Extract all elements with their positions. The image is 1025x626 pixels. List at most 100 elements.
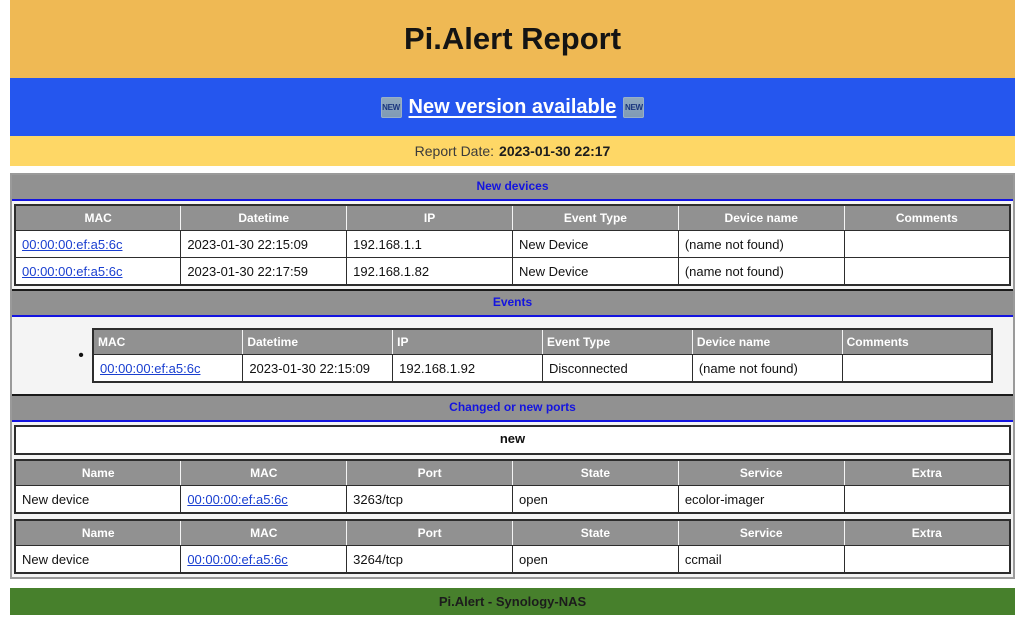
ports-subsection-label: new	[14, 425, 1011, 455]
column-header-datetime: Datetime	[180, 205, 348, 231]
section-title-events: Events	[12, 289, 1013, 317]
cell-device-name: (name not found)	[678, 257, 845, 285]
table-row: New device 00:00:00:ef:a5:6c 3263/tcp op…	[15, 485, 1010, 513]
table-header-row: MAC Datetime IP Event Type Device name C…	[93, 329, 992, 355]
cell-name: New device	[15, 545, 182, 573]
column-header-mac: MAC	[15, 205, 182, 231]
report-date-label: Report Date:	[414, 143, 495, 159]
table-row: 00:00:00:ef:a5:6c 2023-01-30 22:15:09 19…	[93, 354, 992, 382]
table-row: 00:00:00:ef:a5:6c 2023-01-30 22:15:09 19…	[15, 230, 1010, 258]
port-block: Name MAC Port State Service Extra New de…	[14, 519, 1011, 574]
events-table: MAC Datetime IP Event Type Device name C…	[92, 328, 993, 383]
cell-device-name: (name not found)	[678, 230, 845, 258]
cell-datetime: 2023-01-30 22:15:09	[180, 230, 348, 258]
table-row: New device 00:00:00:ef:a5:6c 3264/tcp op…	[15, 545, 1010, 573]
title-banner: Pi.Alert Report	[10, 0, 1015, 78]
column-header-device-name: Device name	[692, 329, 843, 355]
cell-mac: 00:00:00:ef:a5:6c	[93, 354, 244, 382]
cell-comments	[844, 230, 1010, 258]
column-header-name: Name	[15, 520, 182, 546]
new-devices-table: MAC Datetime IP Event Type Device name C…	[14, 204, 1011, 286]
cell-device-name: (name not found)	[692, 354, 843, 382]
page-footer: Pi.Alert - Synology-NAS	[10, 588, 1015, 615]
section-title-changed-or-new-ports: Changed or new ports	[12, 394, 1013, 422]
section-changed-or-new-ports: Changed or new ports new Name MAC Port S…	[12, 394, 1013, 577]
column-header-state: State	[512, 460, 679, 486]
cell-comments	[844, 257, 1010, 285]
cell-event-type: New Device	[512, 257, 679, 285]
new-version-banner: NEW New version available NEW	[10, 78, 1015, 136]
cell-event-type: New Device	[512, 230, 679, 258]
section-body-ports: new Name MAC Port State Service Extra	[12, 422, 1013, 577]
events-list: • MAC Datetime IP Event Type Device	[14, 320, 1011, 391]
column-header-comments: Comments	[844, 205, 1010, 231]
column-header-service: Service	[678, 520, 845, 546]
column-header-port: Port	[346, 520, 513, 546]
section-body-events: • MAC Datetime IP Event Type Device	[12, 317, 1013, 394]
list-item: • MAC Datetime IP Event Type Device	[14, 320, 1011, 391]
ports-table-1: Name MAC Port State Service Extra New de…	[14, 459, 1011, 514]
cell-service: ecolor-imager	[678, 485, 845, 513]
cell-mac: 00:00:00:ef:a5:6c	[180, 545, 348, 573]
column-header-event-type: Event Type	[512, 205, 679, 231]
cell-extra	[844, 545, 1010, 573]
report-date-value: 2023-01-30 22:17	[499, 143, 611, 159]
table-row: 00:00:00:ef:a5:6c 2023-01-30 22:17:59 19…	[15, 257, 1010, 285]
column-header-datetime: Datetime	[242, 329, 394, 355]
section-title-new-devices: New devices	[12, 175, 1013, 201]
page-title: Pi.Alert Report	[403, 21, 622, 56]
column-header-device-name: Device name	[678, 205, 845, 231]
cell-extra	[844, 485, 1010, 513]
cell-event-type: Disconnected	[542, 354, 693, 382]
mac-link[interactable]: 00:00:00:ef:a5:6c	[22, 263, 123, 279]
bullet-icon: •	[78, 346, 84, 364]
cell-mac: 00:00:00:ef:a5:6c	[15, 230, 182, 258]
column-header-ip: IP	[346, 205, 513, 231]
cell-service: ccmail	[678, 545, 845, 573]
column-header-comments: Comments	[842, 329, 992, 355]
mac-link[interactable]: 00:00:00:ef:a5:6c	[22, 236, 123, 252]
mac-link[interactable]: 00:00:00:ef:a5:6c	[187, 551, 288, 567]
cell-name: New device	[15, 485, 182, 513]
column-header-mac: MAC	[93, 329, 244, 355]
column-header-port: Port	[346, 460, 513, 486]
mac-link[interactable]: 00:00:00:ef:a5:6c	[187, 491, 288, 507]
column-header-event-type: Event Type	[542, 329, 693, 355]
cell-state: open	[512, 545, 679, 573]
cell-mac: 00:00:00:ef:a5:6c	[15, 257, 182, 285]
cell-ip: 192.168.1.82	[346, 257, 513, 285]
table-header-row: Name MAC Port State Service Extra	[15, 460, 1010, 486]
column-header-ip: IP	[392, 329, 543, 355]
port-block: Name MAC Port State Service Extra New de…	[14, 459, 1011, 514]
cell-datetime: 2023-01-30 22:17:59	[180, 257, 348, 285]
new-badge-right-icon: NEW	[623, 96, 645, 118]
section-events: Events • MAC Datetime IP	[12, 289, 1013, 394]
cell-ip: 192.168.1.92	[392, 354, 543, 382]
new-badge-left-icon: NEW	[380, 96, 402, 118]
column-header-extra: Extra	[844, 460, 1010, 486]
cell-datetime: 2023-01-30 22:15:09	[242, 354, 394, 382]
column-header-service: Service	[678, 460, 845, 486]
section-new-devices: New devices MAC Datetime IP Event Type D…	[12, 175, 1013, 289]
ports-table-2: Name MAC Port State Service Extra New de…	[14, 519, 1011, 574]
cell-state: open	[512, 485, 679, 513]
new-version-label: New version available	[408, 95, 617, 118]
report-date-banner: Report Date: 2023-01-30 22:17	[10, 136, 1015, 166]
mac-link[interactable]: 00:00:00:ef:a5:6c	[100, 360, 201, 376]
section-body-new-devices: MAC Datetime IP Event Type Device name C…	[12, 201, 1013, 289]
cell-comments	[842, 354, 992, 382]
table-header-row: Name MAC Port State Service Extra	[15, 520, 1010, 546]
column-header-name: Name	[15, 460, 182, 486]
new-version-link[interactable]: NEW New version available NEW	[380, 95, 645, 119]
column-header-mac: MAC	[180, 460, 348, 486]
cell-ip: 192.168.1.1	[346, 230, 513, 258]
table-header-row: MAC Datetime IP Event Type Device name C…	[15, 205, 1010, 231]
cell-port: 3263/tcp	[346, 485, 513, 513]
column-header-extra: Extra	[844, 520, 1010, 546]
column-header-mac: MAC	[180, 520, 348, 546]
cell-port: 3264/tcp	[346, 545, 513, 573]
cell-mac: 00:00:00:ef:a5:6c	[180, 485, 348, 513]
report-container: New devices MAC Datetime IP Event Type D…	[10, 173, 1015, 579]
column-header-state: State	[512, 520, 679, 546]
